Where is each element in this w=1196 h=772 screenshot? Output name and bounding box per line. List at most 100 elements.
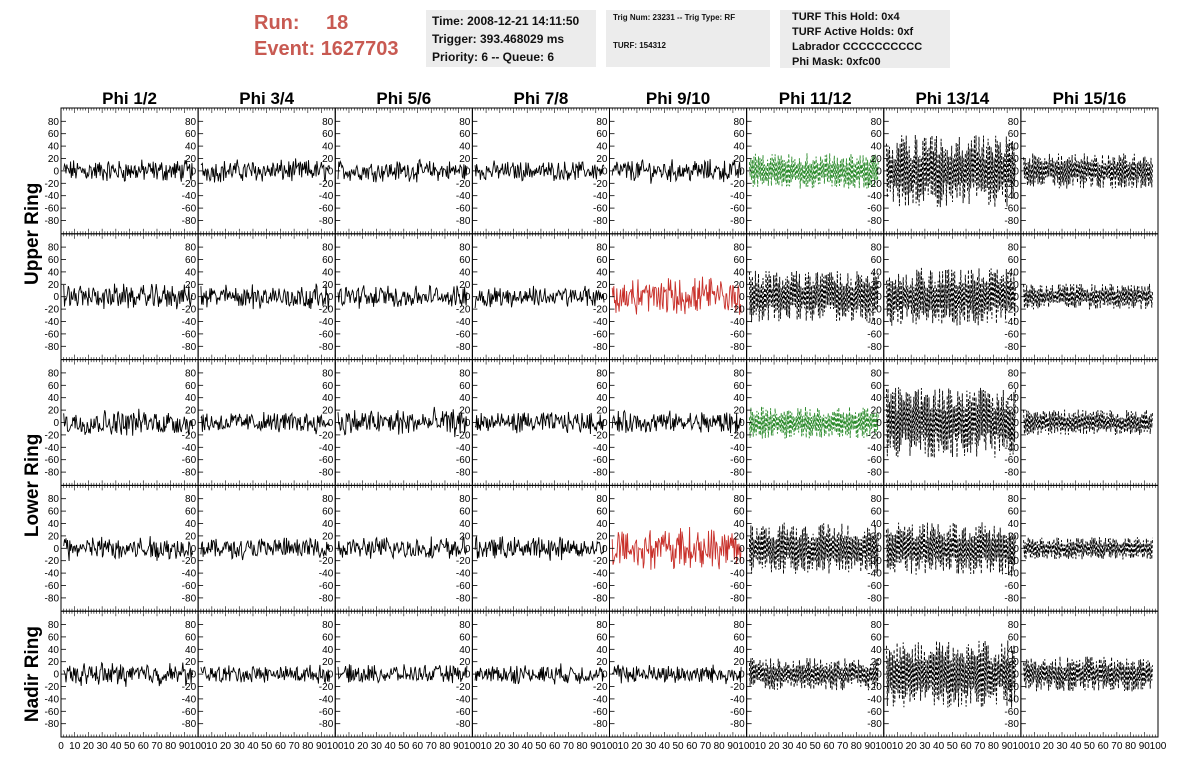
ytick-label-panel-r5-c6-0: -80 bbox=[730, 719, 745, 730]
xtick-label-c7-4: 40 bbox=[933, 741, 945, 752]
ytick-label-panel-r5-c8-5: 20 bbox=[1008, 657, 1020, 668]
ytick-label-panel-r4-c4-6: 40 bbox=[459, 519, 471, 530]
ytick-label-panel-r1-c6-7: 60 bbox=[734, 129, 746, 140]
ytick-label-panel-r1-c1-0: -80 bbox=[45, 216, 60, 227]
ytick-label-panel-r4-c7-5: 20 bbox=[871, 531, 883, 542]
ytick-label-panel-r2-c4-8: 80 bbox=[459, 243, 471, 254]
ytick-label-panel-r1-c7-8: 80 bbox=[871, 117, 883, 128]
xtick-label-c1-0: 0 bbox=[58, 741, 64, 752]
waveform-panel-r5-c1 bbox=[63, 661, 194, 687]
ytick-label-panel-r2-c4-6: 40 bbox=[459, 267, 471, 278]
xtick-label-c7-2: 20 bbox=[906, 741, 918, 752]
xtick-label-c8-6: 60 bbox=[1098, 741, 1110, 752]
ytick-label-panel-r1-c2-7: 60 bbox=[185, 129, 197, 140]
ytick-label-panel-r2-c6-8: 80 bbox=[734, 243, 746, 254]
ytick-label-panel-r3-c7-0: -80 bbox=[867, 468, 882, 479]
ytick-label-panel-r2-c1-3: -20 bbox=[45, 305, 60, 316]
ytick-label-panel-r3-c5-8: 80 bbox=[596, 368, 608, 379]
turf-hold-text: TURF This Hold: 0x4 bbox=[792, 11, 900, 23]
ytick-label-panel-r2-c6-0: -80 bbox=[730, 342, 745, 353]
ytick-label-panel-r2-c6-7: 60 bbox=[734, 255, 746, 266]
ytick-label-panel-r5-c3-2: -40 bbox=[319, 694, 334, 705]
ytick-label-panel-r4-c3-5: 20 bbox=[322, 531, 334, 542]
xtick-label-c4-7: 70 bbox=[563, 741, 575, 752]
ytick-label-panel-r1-c4-6: 40 bbox=[459, 142, 471, 153]
ytick-label-panel-r2-c6-1: -60 bbox=[730, 329, 745, 340]
ytick-label-panel-r2-c3-5: 20 bbox=[322, 280, 334, 291]
ytick-label-panel-r5-c8-2: -40 bbox=[1004, 694, 1019, 705]
ytick-label-panel-r3-c6-1: -60 bbox=[730, 455, 745, 466]
waveform-panel-r4-c7 bbox=[886, 522, 1016, 575]
ytick-label-panel-r2-c3-4: 0 bbox=[328, 292, 334, 303]
ytick-label-panel-r2-c8-8: 80 bbox=[1008, 243, 1020, 254]
ytick-label-panel-r3-c4-6: 40 bbox=[459, 393, 471, 404]
waveform-panel-r4-c5 bbox=[611, 526, 742, 570]
xtick-label-c7-6: 60 bbox=[960, 741, 972, 752]
ytick-label-panel-r3-c5-4: 0 bbox=[602, 418, 608, 429]
ytick-label-panel-r2-c2-2: -40 bbox=[182, 317, 197, 328]
ytick-label-panel-r3-c6-5: 20 bbox=[734, 406, 746, 417]
ytick-label-panel-r3-c3-3: -20 bbox=[319, 430, 334, 441]
ytick-label-panel-r4-c7-3: -20 bbox=[867, 556, 882, 567]
xtick-label-c3-8: 80 bbox=[439, 741, 451, 752]
xtick-label-c3-10: 100 bbox=[464, 741, 481, 752]
ytick-label-panel-r3-c6-3: -20 bbox=[730, 430, 745, 441]
ytick-label-panel-r4-c6-2: -40 bbox=[730, 569, 745, 580]
ytick-label-panel-r4-c8-1: -60 bbox=[1004, 581, 1019, 592]
ytick-label-panel-r2-c1-8: 80 bbox=[48, 243, 60, 254]
ytick-label-panel-r4-c1-0: -80 bbox=[45, 593, 60, 604]
xtick-label-c1-7: 70 bbox=[151, 741, 163, 752]
ytick-label-panel-r5-c7-0: -80 bbox=[867, 719, 882, 730]
ytick-label-panel-r4-c6-6: 40 bbox=[734, 519, 746, 530]
xtick-label-c3-7: 70 bbox=[426, 741, 438, 752]
ytick-label-panel-r4-c3-6: 40 bbox=[322, 519, 334, 530]
ytick-label-panel-r4-c6-5: 20 bbox=[734, 531, 746, 542]
xtick-label-c4-1: 10 bbox=[481, 741, 493, 752]
ytick-label-panel-r5-c3-7: 60 bbox=[322, 632, 334, 643]
ytick-label-panel-r2-c8-7: 60 bbox=[1008, 255, 1020, 266]
ytick-label-panel-r4-c1-1: -60 bbox=[45, 581, 60, 592]
waveform-panel-r2-c2 bbox=[200, 283, 330, 310]
ytick-label-panel-r5-c1-6: 40 bbox=[48, 645, 60, 656]
ytick-label-panel-r3-c1-2: -40 bbox=[45, 443, 60, 454]
ytick-label-panel-r1-c8-3: -20 bbox=[1004, 179, 1019, 190]
ytick-label-panel-r2-c2-7: 60 bbox=[185, 255, 197, 266]
xtick-label-c3-1: 10 bbox=[343, 741, 355, 752]
ytick-label-panel-r2-c2-0: -80 bbox=[182, 342, 197, 353]
ytick-label-panel-r5-c3-0: -80 bbox=[319, 719, 334, 730]
ytick-label-panel-r2-c8-2: -40 bbox=[1004, 317, 1019, 328]
ytick-label-panel-r1-c3-6: 40 bbox=[322, 142, 334, 153]
ytick-label-panel-r4-c1-7: 60 bbox=[48, 507, 60, 518]
waveform-panel-r5-c2 bbox=[200, 664, 331, 684]
time-info-box: Time: 2008-12-21 14:11:50 Trigger: 393.4… bbox=[426, 10, 596, 67]
xtick-label-c2-3: 30 bbox=[234, 741, 246, 752]
waveform-panel-r3-c7 bbox=[886, 387, 1016, 458]
ytick-label-panel-r4-c4-1: -60 bbox=[456, 581, 471, 592]
ytick-label-panel-r3-c3-7: 60 bbox=[322, 381, 334, 392]
event-label: Event: bbox=[254, 38, 316, 60]
ytick-label-panel-r4-c8-2: -40 bbox=[1004, 569, 1019, 580]
ytick-label-panel-r4-c1-5: 20 bbox=[48, 531, 60, 542]
waveform-panel-r4-c1 bbox=[63, 536, 194, 562]
frame-panel-r2-c7 bbox=[883, 233, 1022, 361]
ytick-label-panel-r3-c6-6: 40 bbox=[734, 393, 746, 404]
ring-label-2: Lower Ring bbox=[22, 434, 43, 537]
ytick-label-panel-r1-c3-1: -60 bbox=[319, 204, 334, 215]
ytick-label-panel-r1-c8-4: 0 bbox=[1013, 166, 1019, 177]
ytick-label-panel-r1-c4-2: -40 bbox=[456, 191, 471, 202]
ytick-label-panel-r5-c5-0: -80 bbox=[593, 719, 608, 730]
xtick-label-c2-4: 40 bbox=[247, 741, 259, 752]
turf-info-box: TURF This Hold: 0x4 TURF Active Holds: 0… bbox=[780, 10, 950, 68]
ytick-label-panel-r5-c4-5: 20 bbox=[459, 657, 471, 668]
ytick-label-panel-r2-c3-1: -60 bbox=[319, 329, 334, 340]
ytick-label-panel-r1-c2-2: -40 bbox=[182, 191, 197, 202]
xtick-label-c6-10: 100 bbox=[875, 741, 892, 752]
xtick-label-c2-10: 100 bbox=[327, 741, 344, 752]
ytick-label-panel-r3-c8-5: 20 bbox=[1008, 406, 1020, 417]
xtick-label-c3-6: 60 bbox=[412, 741, 424, 752]
ytick-label-panel-r4-c6-4: 0 bbox=[739, 544, 745, 555]
ytick-label-panel-r1-c5-2: -40 bbox=[593, 191, 608, 202]
ytick-label-panel-r1-c4-1: -60 bbox=[456, 204, 471, 215]
ytick-label-panel-r5-c2-7: 60 bbox=[185, 632, 197, 643]
ytick-label-panel-r1-c5-1: -60 bbox=[593, 204, 608, 215]
